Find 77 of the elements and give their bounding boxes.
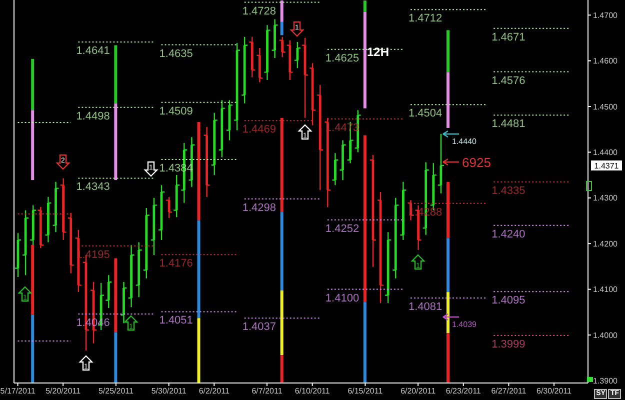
data-label: 1.4343	[76, 181, 110, 194]
bar	[446, 182, 450, 238]
data-label: 1.4728	[242, 5, 276, 18]
bar	[197, 318, 200, 383]
data-label: 1.4625	[325, 52, 360, 64]
data-label: 1.4335	[492, 184, 526, 197]
x-tick-label: 6/20/2011	[400, 386, 436, 396]
x-tick-label: 6/7/2011	[252, 386, 283, 396]
data-label: 1.4481	[492, 118, 526, 130]
data-label: 1.4671	[492, 31, 526, 44]
data-label: 1.4712	[408, 12, 442, 25]
bar	[446, 238, 450, 292]
bar	[363, 135, 366, 302]
x-tick-label: 6/23/2011	[446, 386, 482, 396]
bar	[114, 332, 118, 383]
data-label: 1.4469	[242, 124, 276, 136]
y-tick-label: 1.4600	[593, 56, 618, 66]
data-label: 1.4635	[159, 48, 193, 60]
bar	[446, 30, 450, 72]
y-tick-label: 1.4500	[593, 102, 618, 112]
data-label: 1.4240	[492, 228, 526, 240]
x-tick-label: 5/30/2011	[151, 386, 187, 396]
data-label: 1.4252	[325, 222, 360, 235]
x-tick-label: 6/30/2011	[536, 386, 572, 396]
data-label: 1.4498	[76, 110, 110, 122]
y-tick-label: 1.4700	[593, 10, 618, 20]
bar	[280, 0, 284, 22]
bar	[197, 122, 200, 220]
data-label: 1.4504	[408, 108, 442, 120]
data-label: 1.3999	[492, 338, 526, 350]
y-tick-label: 1.4300	[593, 194, 618, 203]
data-label: 1.4641	[76, 45, 110, 58]
y-tick-label: 1.4000	[593, 330, 618, 340]
data-label: 1.4051	[159, 314, 193, 327]
bar	[446, 333, 450, 383]
x-tick-label: 5/20/2011	[46, 386, 82, 396]
bar	[197, 220, 200, 318]
bar	[31, 244, 34, 315]
bar	[363, 12, 366, 108]
bar	[280, 22, 284, 36]
annotation: 1.4039	[452, 320, 478, 329]
bar	[31, 110, 34, 180]
data-label: 1.4509	[159, 105, 193, 118]
data-label: 1.4176	[159, 258, 193, 270]
bar	[446, 72, 450, 128]
bar	[114, 258, 118, 332]
bar	[280, 212, 284, 290]
annotation: 12H	[367, 45, 390, 59]
bar	[114, 103, 118, 180]
x-tick-label: 5/17/2011	[0, 386, 36, 396]
x-tick-label: 6/15/2011	[348, 386, 384, 396]
bar	[114, 45, 118, 104]
data-label: 1.4100	[325, 292, 360, 304]
y-tick-label: 1.4200	[593, 239, 618, 248]
x-tick-label: 6/10/2011	[294, 386, 330, 396]
data-label: 1.4576	[492, 74, 526, 87]
annotation: 1.4440	[452, 137, 478, 146]
x-tick-label: 5/25/2011	[98, 386, 134, 396]
bar	[363, 302, 366, 383]
x-tick-label: 6/2/2011	[198, 386, 230, 396]
bar	[363, 0, 366, 12]
y-tick-label: 1.3900	[593, 376, 618, 386]
annotation: 6925	[462, 155, 491, 170]
bar	[280, 290, 284, 356]
y-tick-label: 1.4100	[593, 285, 618, 294]
data-label: 1.4037	[242, 321, 276, 334]
bar	[280, 118, 284, 212]
data-label: 1.4298	[242, 202, 276, 214]
bar	[446, 292, 450, 334]
x-tick-label: 6/27/2011	[491, 386, 527, 396]
annotation: 1.4371	[594, 161, 620, 170]
bar	[31, 314, 34, 383]
y-tick-label: 1.4400	[593, 148, 618, 158]
bar	[280, 355, 284, 383]
data-label: 1.4095	[492, 294, 526, 307]
bar	[31, 58, 34, 110]
data-label: 1.4081	[408, 300, 442, 313]
